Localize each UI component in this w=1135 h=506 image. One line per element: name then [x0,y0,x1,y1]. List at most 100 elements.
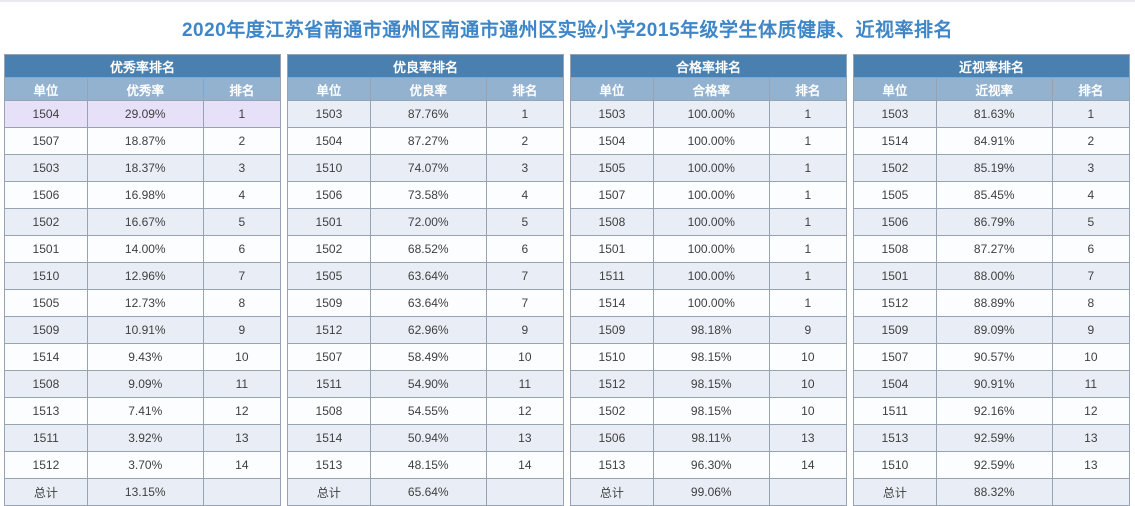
table-row[interactable]: 1502 85.19% 3 [853,154,1131,182]
table-row[interactable]: 1512 88.89% 8 [853,289,1131,317]
table-row[interactable]: 1506 86.79% 5 [853,208,1131,236]
table-row[interactable]: 1508 87.27% 6 [853,235,1131,263]
rank-cell [485,478,565,506]
rate-cell: 12.96% [86,262,204,290]
table-row[interactable]: 1513 7.41% 12 [4,397,282,425]
table-row[interactable]: 1506 73.58% 4 [287,181,565,209]
table-row[interactable]: 1511 54.90% 11 [287,370,565,398]
unit-cell: 1501 [287,208,371,236]
rate-cell: 13.15% [86,478,204,506]
unit-cell: 1505 [287,262,371,290]
table-row[interactable]: 1512 98.15% 10 [570,370,848,398]
table-row[interactable]: 1508 9.09% 11 [4,370,282,398]
table-row[interactable]: 1512 62.96% 9 [287,316,565,344]
table-row[interactable]: 1510 12.96% 7 [4,262,282,290]
table-row[interactable]: 1503 100.00% 1 [570,100,848,128]
table-row[interactable]: 1509 63.64% 7 [287,289,565,317]
unit-cell: 1505 [570,154,654,182]
unit-cell: 1509 [287,289,371,317]
rank-cell: 4 [485,181,565,209]
table-row[interactable]: 1503 81.63% 1 [853,100,1131,128]
table-row[interactable]: 1506 98.11% 13 [570,424,848,452]
rank-cell: 1 [768,100,848,128]
rate-cell: 63.64% [369,262,487,290]
rate-cell: 87.76% [369,100,487,128]
table-row[interactable]: 1508 54.55% 12 [287,397,565,425]
table-row[interactable]: 1501 14.00% 6 [4,235,282,263]
rate-cell: 92.59% [935,451,1053,479]
table-row[interactable]: 1502 68.52% 6 [287,235,565,263]
table-row[interactable]: 1504 87.27% 2 [287,127,565,155]
unit-cell: 1514 [570,289,654,317]
column-header-unit: 单位 [570,77,654,101]
unit-cell: 1509 [570,316,654,344]
table-row[interactable]: 1501 88.00% 7 [853,262,1131,290]
table-row[interactable]: 1505 100.00% 1 [570,154,848,182]
unit-cell: 1506 [4,181,88,209]
table-row[interactable]: 1510 92.59% 13 [853,451,1131,479]
unit-cell: 1505 [4,289,88,317]
rate-cell: 14.00% [86,235,204,263]
table-row[interactable]: 1503 18.37% 3 [4,154,282,182]
table-row[interactable]: 1511 100.00% 1 [570,262,848,290]
unit-cell: 1507 [287,343,371,371]
table-row[interactable]: 1507 18.87% 2 [4,127,282,155]
unit-cell: 1504 [853,370,937,398]
rate-cell: 16.67% [86,208,204,236]
table-row[interactable]: 1505 12.73% 8 [4,289,282,317]
table-row[interactable]: 1506 16.98% 4 [4,181,282,209]
table-row[interactable]: 1509 98.18% 9 [570,316,848,344]
table-row[interactable]: 1513 96.30% 14 [570,451,848,479]
unit-cell: 1512 [287,316,371,344]
table-row[interactable]: 1513 48.15% 14 [287,451,565,479]
table-row[interactable]: 1501 72.00% 5 [287,208,565,236]
table-row[interactable]: 1512 3.70% 14 [4,451,282,479]
table-row[interactable]: 1510 98.15% 10 [570,343,848,371]
table-title: 优良率排名 [287,54,564,78]
unit-cell: 总计 [853,478,937,506]
rank-cell: 5 [202,208,282,236]
table-row[interactable]: 1514 100.00% 1 [570,289,848,317]
rank-cell: 12 [1051,397,1131,425]
table-row[interactable]: 1507 100.00% 1 [570,181,848,209]
table-row[interactable]: 1509 89.09% 9 [853,316,1131,344]
table-row[interactable]: 1508 100.00% 1 [570,208,848,236]
rate-cell: 98.15% [652,343,770,371]
table-row[interactable]: 1504 29.09% 1 [4,100,282,128]
table-row[interactable]: 1514 50.94% 13 [287,424,565,452]
unit-cell: 1512 [853,289,937,317]
rank-cell: 13 [1051,424,1131,452]
table-row[interactable]: 1507 58.49% 10 [287,343,565,371]
unit-cell: 1513 [853,424,937,452]
unit-cell: 1504 [4,100,88,128]
table-row[interactable]: 1502 16.67% 5 [4,208,282,236]
table-row[interactable]: 1509 10.91% 9 [4,316,282,344]
rate-cell: 86.79% [935,208,1053,236]
table-row[interactable]: 1510 74.07% 3 [287,154,565,182]
table-row[interactable]: 1503 87.76% 1 [287,100,565,128]
table-row[interactable]: 1501 100.00% 1 [570,235,848,263]
rate-cell: 74.07% [369,154,487,182]
rank-cell: 10 [485,343,565,371]
rate-cell: 100.00% [652,208,770,236]
table-row[interactable]: 1514 84.91% 2 [853,127,1131,155]
unit-cell: 1509 [4,316,88,344]
table-row[interactable]: 1504 100.00% 1 [570,127,848,155]
table-row[interactable]: 1514 9.43% 10 [4,343,282,371]
table-row[interactable]: 1505 63.64% 7 [287,262,565,290]
table-row[interactable]: 1511 3.92% 13 [4,424,282,452]
rank-cell: 10 [1051,343,1131,371]
rate-cell: 92.16% [935,397,1053,425]
table-row[interactable]: 1505 85.45% 4 [853,181,1131,209]
rate-cell: 85.19% [935,154,1053,182]
rank-cell: 5 [1051,208,1131,236]
table-row[interactable]: 1511 92.16% 12 [853,397,1131,425]
table-row[interactable]: 1502 98.15% 10 [570,397,848,425]
table-row[interactable]: 1507 90.57% 10 [853,343,1131,371]
rate-cell: 96.30% [652,451,770,479]
rate-cell: 73.58% [369,181,487,209]
table-row[interactable]: 1504 90.91% 11 [853,370,1131,398]
tables-container: 优秀率排名 单位 优秀率 排名 1504 29.09% 1 1507 18.87% 2 1503 18… [0,54,1135,506]
rate-cell: 62.96% [369,316,487,344]
table-row[interactable]: 1513 92.59% 13 [853,424,1131,452]
